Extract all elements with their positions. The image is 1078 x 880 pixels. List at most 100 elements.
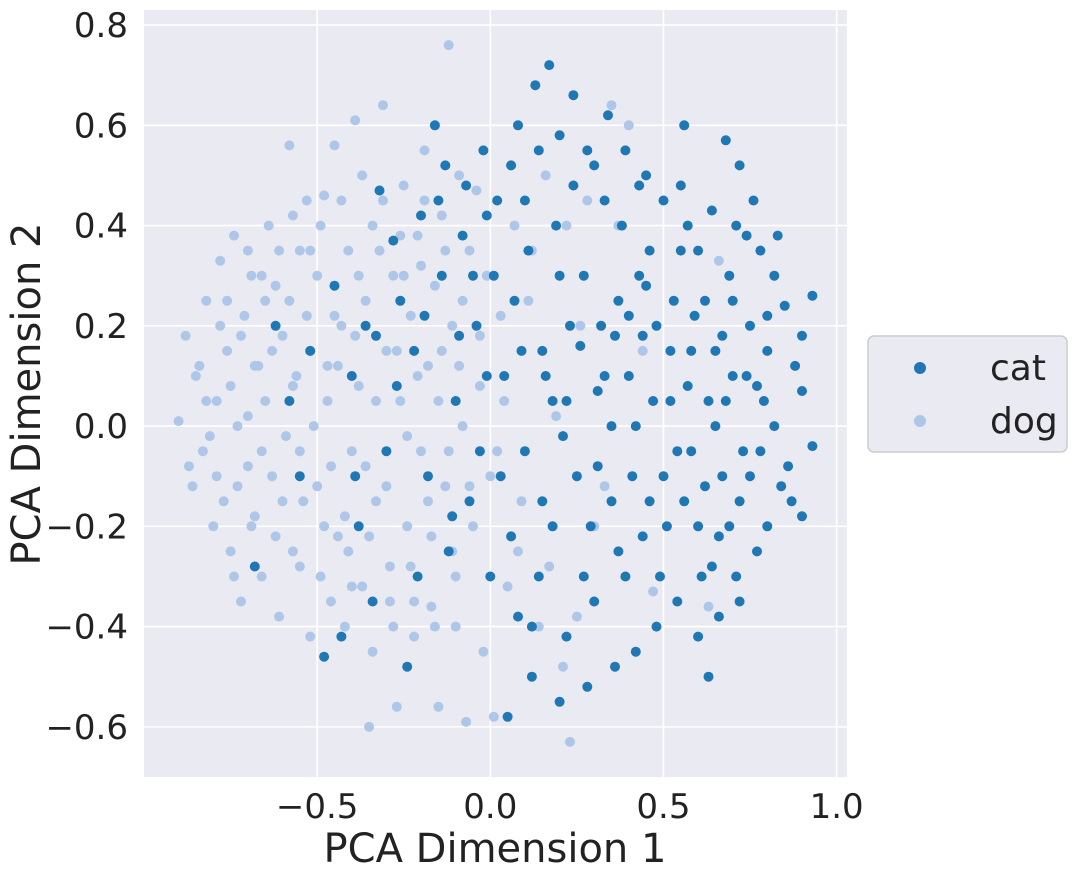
data-point-dog (194, 360, 205, 371)
data-point-dog (416, 446, 426, 457)
data-point-cat (492, 195, 503, 206)
data-point-cat (523, 245, 534, 256)
data-point-dog (402, 431, 413, 442)
data-point-dog (495, 310, 506, 321)
data-point-cat (464, 496, 475, 507)
data-point-dog (211, 471, 222, 482)
data-point-dog (402, 521, 413, 532)
data-point-cat (610, 330, 620, 341)
data-point-dog (416, 260, 426, 271)
y-tick-label: 0.8 (74, 6, 128, 46)
y-tick-label: 0.2 (74, 307, 128, 347)
data-point-dog (256, 270, 267, 281)
data-point-dog (367, 220, 378, 231)
data-point-cat (526, 671, 537, 682)
data-point-dog (190, 371, 201, 381)
data-point-dog (409, 596, 420, 607)
data-point-cat (675, 245, 686, 256)
data-point-cat (610, 661, 620, 672)
data-point-cat (731, 571, 742, 582)
data-point-dog (350, 330, 361, 341)
data-point-cat (717, 330, 728, 341)
data-point-cat (668, 295, 679, 306)
data-point-cat (634, 270, 645, 281)
data-point-cat (651, 621, 662, 632)
data-point-dog (374, 245, 385, 256)
data-point-cat (429, 120, 440, 131)
data-point-dog (648, 586, 659, 597)
data-point-dog (301, 310, 312, 321)
data-point-cat (474, 446, 485, 457)
data-point-cat (720, 396, 731, 406)
data-point-dog (364, 531, 375, 542)
data-point-cat (353, 521, 364, 532)
data-point-cat (620, 145, 631, 156)
y-tick-label: −0.4 (45, 608, 128, 648)
data-point-dog (457, 421, 468, 432)
x-tick-label: 1.0 (810, 787, 864, 827)
legend-label-dog: dog (990, 401, 1058, 442)
data-point-dog (287, 381, 298, 391)
data-point-cat (412, 571, 423, 582)
data-point-cat (693, 245, 704, 256)
data-point-dog (312, 270, 323, 281)
data-point-dog (360, 461, 371, 472)
data-point-cat (565, 320, 575, 331)
data-point-dog (353, 381, 364, 391)
data-point-dog (426, 601, 437, 612)
data-point-dog (339, 511, 350, 522)
data-point-dog (236, 596, 246, 607)
data-point-dog (544, 561, 555, 572)
data-point-cat (724, 270, 735, 281)
data-point-cat (589, 160, 600, 171)
x-tick-label: 0.0 (463, 787, 517, 827)
data-point-dog (419, 145, 430, 156)
data-point-dog (346, 446, 357, 457)
data-point-dog (433, 701, 444, 712)
data-point-cat (481, 210, 492, 221)
data-point-cat (391, 381, 402, 391)
data-point-dog (523, 295, 534, 306)
data-point-cat (589, 596, 600, 607)
data-point-dog (391, 701, 402, 712)
data-point-dog (395, 396, 406, 406)
data-point-dog (398, 180, 409, 191)
data-point-dog (429, 621, 440, 632)
data-point-cat (616, 220, 627, 231)
data-point-cat (547, 521, 558, 532)
data-point-dog (571, 611, 582, 622)
data-point-cat (703, 671, 714, 682)
y-tick-label: −0.2 (45, 507, 128, 547)
data-point-cat (734, 496, 745, 507)
data-point-dog (294, 245, 305, 256)
data-point-dog (381, 345, 392, 356)
data-point-dog (246, 270, 257, 281)
data-point-cat (519, 446, 530, 457)
data-point-dog (336, 195, 347, 206)
data-point-dog (429, 280, 440, 291)
data-point-dog (513, 546, 523, 557)
data-point-dog (339, 621, 350, 632)
data-point-dog (426, 531, 437, 542)
data-point-cat (741, 230, 752, 241)
data-point-dog (249, 511, 260, 522)
data-point-dog (201, 396, 212, 406)
data-point-dog (208, 521, 219, 532)
data-point-cat (693, 521, 704, 532)
data-point-cat (790, 360, 801, 371)
data-point-cat (402, 661, 413, 672)
data-point-dog (409, 631, 420, 642)
data-point-cat (627, 471, 638, 482)
data-point-dog (315, 571, 326, 582)
data-point-cat (388, 235, 399, 246)
data-point-dog (533, 621, 544, 632)
data-point-cat (672, 596, 683, 607)
data-point-cat (526, 621, 537, 632)
data-point-dog (443, 40, 454, 51)
data-point-dog (478, 646, 489, 657)
data-point-cat (561, 631, 572, 642)
data-point-dog (357, 170, 368, 181)
data-point-cat (457, 230, 468, 241)
data-point-cat (762, 310, 773, 321)
data-point-cat (641, 280, 652, 291)
